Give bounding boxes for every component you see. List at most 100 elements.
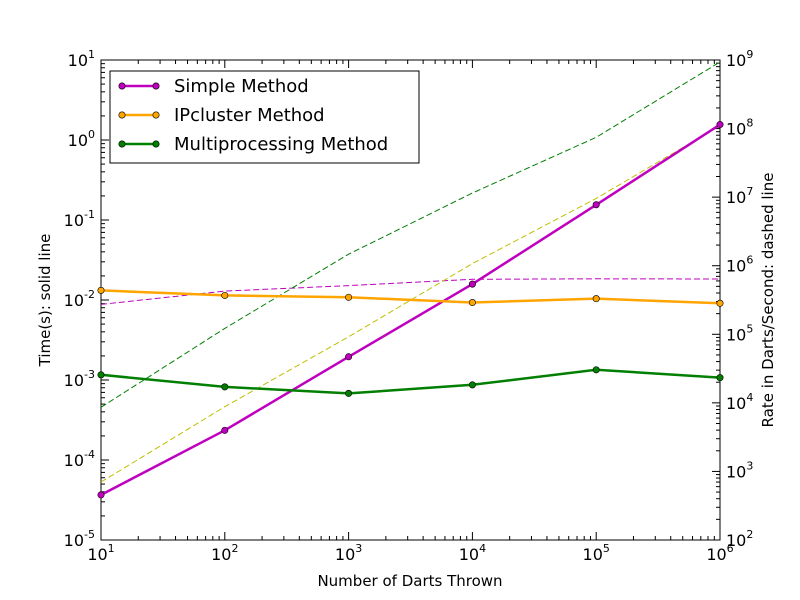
right-y-tick-label: 109 — [726, 48, 753, 70]
right-y-tick-label: 107 — [726, 185, 753, 207]
time-point — [345, 353, 353, 361]
x-tick-label-exponent: 6 — [727, 542, 734, 555]
time-point — [468, 299, 476, 307]
time-solid-lines — [97, 121, 724, 499]
right-y-tick-label-exponent: 4 — [746, 391, 753, 404]
time-point — [592, 366, 600, 374]
legend: Simple Method IPcluster Method Multiproces… — [109, 70, 420, 164]
legend-marker — [152, 140, 160, 148]
left-y-tick-label: 10-4 — [64, 448, 95, 470]
left-y-tick-label-base: 10 — [64, 291, 84, 310]
right-y-tick-label: 106 — [726, 254, 753, 276]
left-y-tick-label-exponent: -5 — [84, 528, 95, 541]
left-y-tick-label-base: 10 — [64, 451, 84, 470]
right-y-tick-label-base: 10 — [726, 257, 746, 276]
right-y-tick-label-exponent: 8 — [746, 117, 753, 130]
left-y-tick-label-base: 10 — [64, 211, 84, 230]
left-y-tick-label-exponent: 0 — [88, 128, 95, 141]
right-y-tick-label-base: 10 — [726, 325, 746, 344]
x-tick-label-exponent: 5 — [603, 542, 610, 555]
time-line — [100, 123, 721, 497]
time-point — [345, 293, 353, 301]
time-line — [100, 368, 721, 395]
right-y-tick-label: 105 — [726, 322, 753, 344]
time-line — [100, 289, 721, 305]
rate-line — [100, 61, 721, 408]
time-point — [221, 426, 229, 434]
x-tick-label-exponent: 1 — [108, 542, 115, 555]
legend-label: Simple Method — [174, 76, 309, 97]
legend-marker — [118, 140, 126, 148]
x-tick-label-base: 10 — [706, 545, 726, 564]
legend-marker — [152, 111, 160, 119]
x-axis-ticks: 101 102 103 104 105 106 — [87, 60, 734, 564]
left-y-tick-label-base: 10 — [68, 51, 88, 70]
left-y-tick-label-exponent: -4 — [84, 448, 95, 461]
left-y-axis-label: Time(s): solid line — [36, 234, 54, 368]
left-y-tick-label-base: 10 — [64, 531, 84, 550]
left-y-tick-label-base: 10 — [64, 371, 84, 390]
left-y-tick-label: 10-3 — [64, 368, 95, 390]
x-tick-label-exponent: 2 — [231, 542, 238, 555]
right-y-tick-label-base: 10 — [726, 462, 746, 481]
time-point — [592, 295, 600, 303]
time-point — [97, 491, 105, 499]
x-tick-label-base: 10 — [583, 545, 603, 564]
right-y-tick-label-base: 10 — [726, 51, 746, 70]
x-tick-label: 103 — [335, 542, 362, 564]
x-tick-label-exponent: 3 — [355, 542, 362, 555]
right-y-tick-label-exponent: 2 — [746, 528, 753, 541]
x-tick-label: 102 — [211, 542, 238, 564]
legend-label: Multiprocessing Method — [174, 134, 388, 155]
right-y-tick-label-base: 10 — [726, 531, 746, 550]
time-point — [468, 381, 476, 389]
x-tick-label: 105 — [583, 542, 610, 564]
time-point — [221, 383, 229, 391]
right-y-tick-label-exponent: 3 — [746, 459, 753, 472]
right-y-tick-label-base: 10 — [726, 394, 746, 413]
x-tick-label-base: 10 — [211, 545, 231, 564]
time-point — [97, 286, 105, 294]
x-tick-label: 101 — [87, 542, 114, 564]
legend-marker — [152, 82, 160, 90]
right-y-tick-label-exponent: 7 — [746, 185, 753, 198]
time-point — [345, 389, 353, 397]
right-y-axis-label: Rate in Darts/Second: dashed line — [759, 173, 777, 428]
x-tick-label: 104 — [459, 542, 486, 564]
legend-box — [109, 70, 420, 164]
x-axis-label: Number of Darts Thrown — [317, 572, 502, 590]
left-y-tick-label: 10-2 — [64, 288, 95, 310]
right-y-tick-label: 104 — [726, 391, 753, 413]
left-y-tick-label-exponent: -3 — [84, 368, 95, 381]
left-y-tick-label: 100 — [68, 128, 95, 150]
time-point — [716, 374, 724, 382]
right-y-tick-label: 103 — [726, 459, 753, 481]
right-y-tick-label-exponent: 5 — [746, 322, 753, 335]
right-y-tick-label: 108 — [726, 117, 753, 139]
time-point — [716, 121, 724, 129]
right-y-tick-label-base: 10 — [726, 188, 746, 207]
x-tick-label-base: 10 — [87, 545, 107, 564]
x-tick-label-base: 10 — [459, 545, 479, 564]
time-point — [592, 201, 600, 209]
left-y-tick-label-exponent: -2 — [84, 288, 95, 301]
legend-marker — [118, 82, 126, 90]
left-y-tick-label: 10-1 — [64, 208, 95, 230]
right-y-tick-label: 102 — [726, 528, 753, 550]
left-y-tick-label: 101 — [68, 48, 95, 70]
time-point — [97, 371, 105, 379]
right-y-tick-label-exponent: 9 — [746, 48, 753, 61]
x-tick-label: 106 — [706, 542, 733, 564]
rate-line — [100, 125, 721, 483]
time-point — [716, 299, 724, 307]
legend-entries: Simple Method IPcluster Method Multiproces… — [118, 76, 388, 155]
left-y-tick-label-base: 10 — [68, 131, 88, 150]
legend-marker — [118, 111, 126, 119]
left-y-tick-label-exponent: -1 — [84, 208, 95, 221]
left-y-tick-label: 10-5 — [64, 528, 95, 550]
x-tick-label-base: 10 — [335, 545, 355, 564]
time-point — [221, 291, 229, 299]
